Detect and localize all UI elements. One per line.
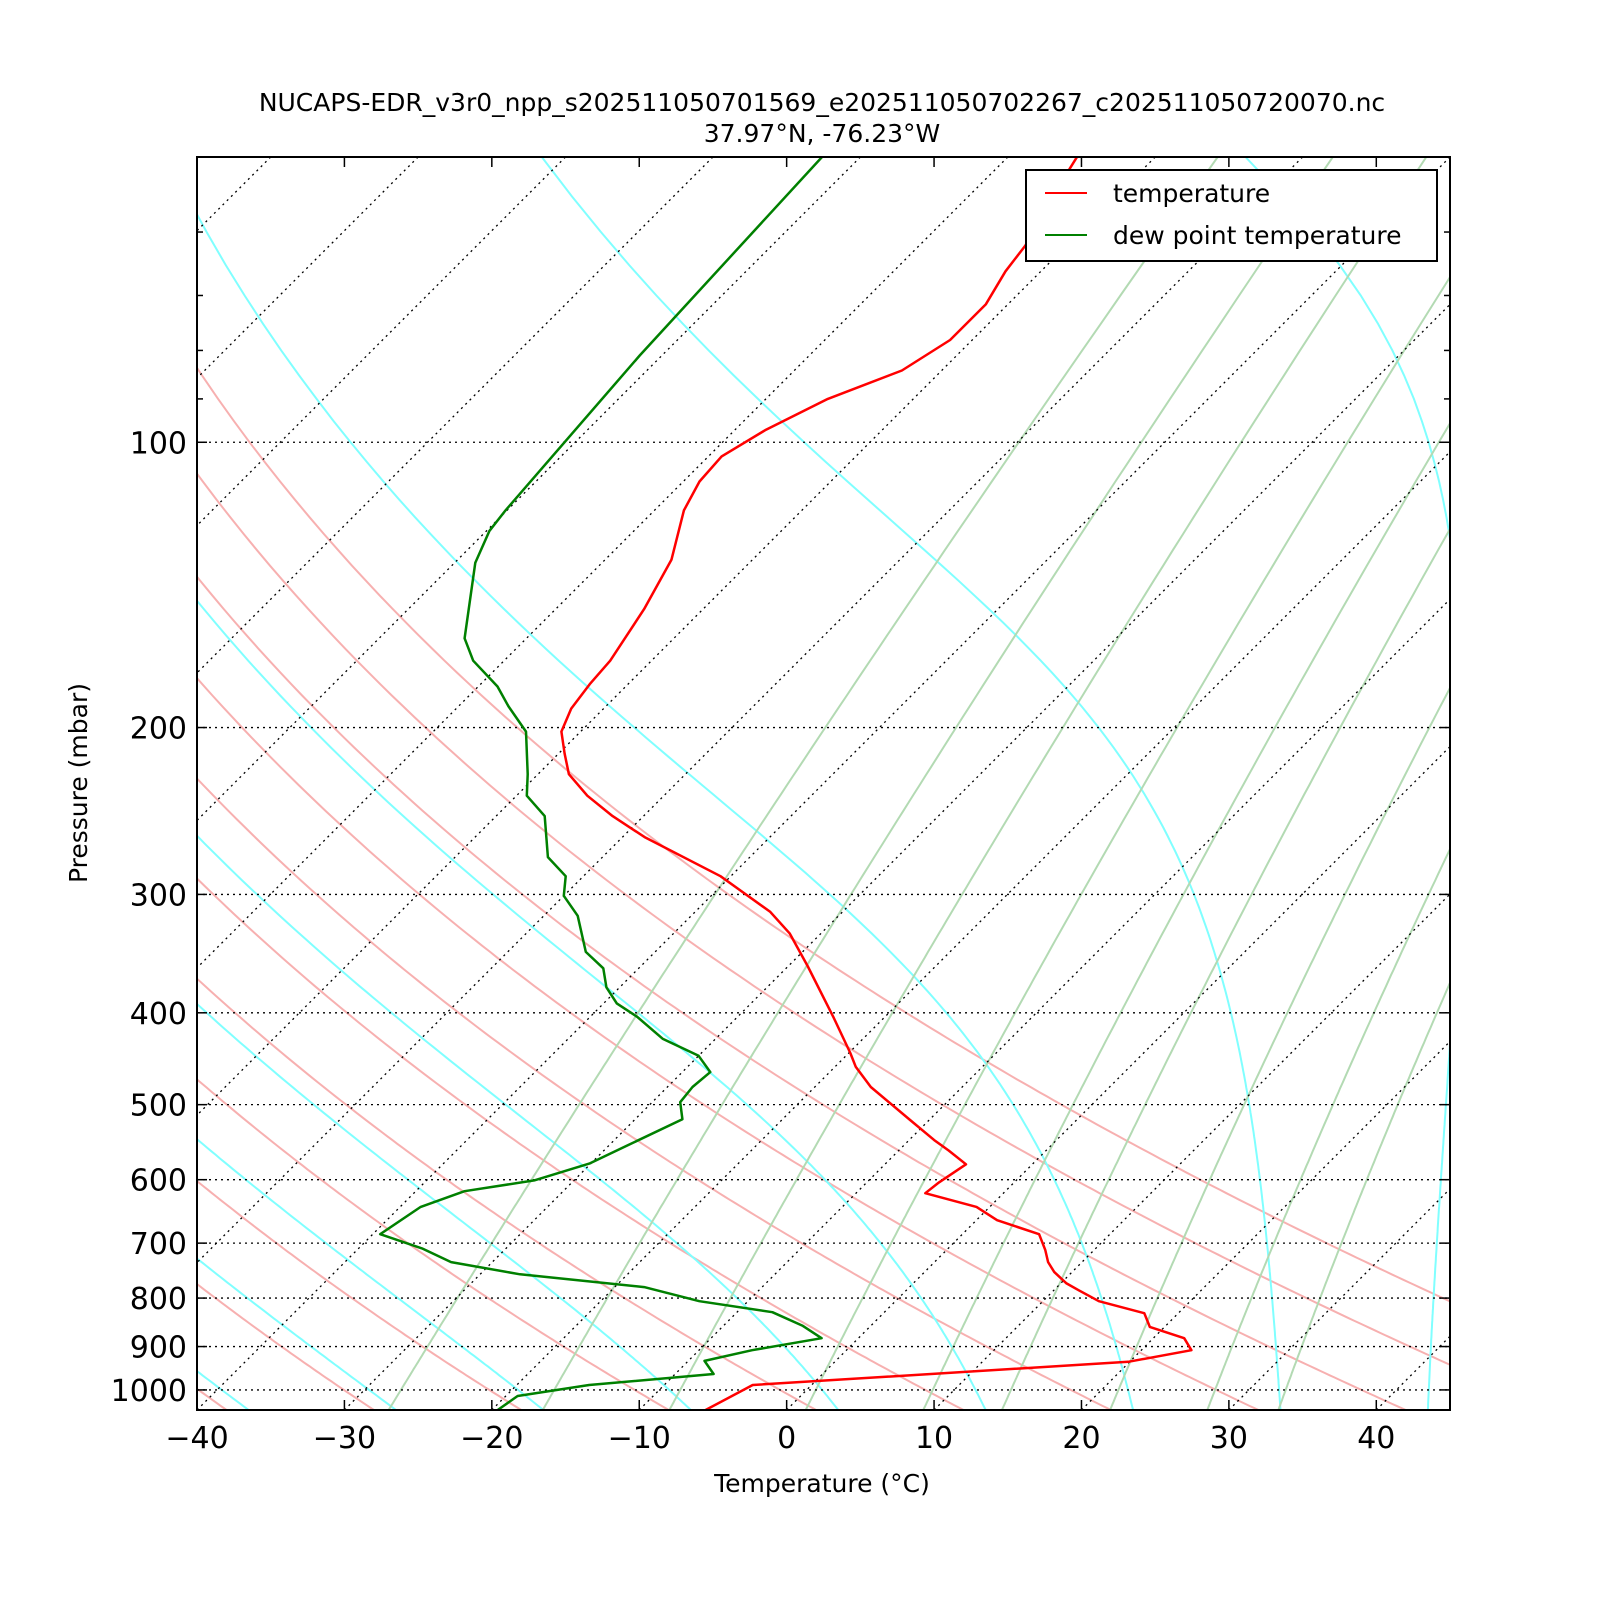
moist-adiabat — [197, 599, 987, 1410]
isotherm-line — [1081, 1040, 1450, 1410]
dry-adiabat — [197, 1387, 228, 1410]
y-tick-label: 600 — [130, 1164, 187, 1199]
x-tick-label: −30 — [313, 1421, 376, 1456]
pressure-gridlines — [197, 441, 1450, 1391]
x-tick-label: 20 — [1062, 1421, 1100, 1456]
chart-title: NUCAPS-EDR_v3r0_npp_s202511050701569_e20… — [259, 88, 1385, 117]
y-tick-label: 700 — [130, 1227, 187, 1262]
isotherm-line — [197, 157, 861, 822]
y-tick-label: 200 — [130, 712, 187, 747]
x-tick-label: 40 — [1357, 1421, 1395, 1456]
y-axis-label: Pressure (mbar) — [64, 683, 93, 883]
mixing-ratio-line — [1109, 685, 1450, 1410]
isotherm-line — [197, 157, 566, 527]
background-lines — [0, 157, 1450, 1410]
mixing-ratio-line — [804, 275, 1450, 1410]
moist-adiabat — [541, 157, 1282, 1410]
x-tick-label: −40 — [165, 1421, 228, 1456]
legend-box — [1025, 169, 1438, 262]
isotherm-line — [197, 157, 1156, 1117]
plot-frame — [196, 156, 1451, 1411]
isotherm-line — [638, 598, 1450, 1410]
mixing-ratio-line — [541, 157, 1334, 1410]
x-tick-label: −10 — [608, 1421, 671, 1456]
mixing-ratio-line — [922, 421, 1450, 1410]
y-tick-label: 100 — [130, 426, 187, 461]
dry-adiabat — [197, 1282, 375, 1410]
moist-adiabat — [197, 1257, 397, 1410]
mixing-ratio-line — [1001, 526, 1450, 1410]
moist-adiabat — [1244, 157, 1450, 1410]
x-axis-label: Temperature (°C) — [713, 1469, 930, 1498]
isotherm-line — [933, 893, 1450, 1410]
legend-label-dewpoint: dew point temperature — [1113, 221, 1402, 250]
moist-adiabat — [197, 1369, 250, 1410]
y-tick-label: 1000 — [111, 1374, 187, 1409]
x-tick-label: 30 — [1210, 1421, 1248, 1456]
legend-label-temperature: temperature — [1113, 179, 1270, 208]
isotherm-line — [1228, 1187, 1450, 1410]
y-tick-label: 300 — [130, 878, 187, 913]
dry-adiabat — [197, 676, 1259, 1410]
dry-adiabat — [197, 471, 1450, 1366]
dry-adiabat — [197, 575, 1407, 1410]
mixing-ratio-line — [668, 157, 1428, 1410]
mixing-ratio-line — [387, 157, 1219, 1410]
dry-adiabat — [197, 1078, 670, 1410]
isotherm-line — [197, 157, 1304, 1264]
moist-adiabat — [197, 1002, 692, 1410]
dry-adiabat — [197, 977, 817, 1410]
isotherm-line — [343, 303, 1450, 1410]
isotherm-line — [491, 450, 1450, 1410]
dry-adiabat — [197, 1179, 522, 1410]
y-tick-label: 800 — [130, 1282, 187, 1317]
moist-adiabat — [197, 834, 839, 1410]
axis-ticks: −40 −30 −20 −10 0 10 20 30 40 100 200 300 400 500 600 7… — [111, 157, 1450, 1456]
dry-adiabat — [197, 365, 1450, 1303]
x-tick-label: −20 — [460, 1421, 523, 1456]
isotherm-line — [786, 745, 1450, 1410]
moist-adiabat — [197, 1137, 545, 1410]
chart-subtitle: 37.97°N, -76.23°W — [704, 119, 940, 148]
legend: temperature dew point temperature — [1025, 169, 1438, 262]
dry-adiabat — [197, 777, 1112, 1410]
mixing-ratio-line — [1277, 980, 1450, 1410]
isotherm-line — [197, 157, 1009, 969]
moist-adiabat — [197, 212, 1135, 1410]
x-tick-label: 0 — [777, 1421, 796, 1456]
y-tick-label: 400 — [130, 997, 187, 1032]
temperature-line — [560, 157, 1193, 1410]
dry-adiabat — [197, 877, 964, 1410]
data-series — [378, 157, 1193, 1410]
dewpoint-line — [378, 157, 823, 1410]
mixing-ratio-line — [1206, 846, 1450, 1410]
y-tick-label: 900 — [130, 1331, 187, 1366]
isotherm-line — [197, 157, 714, 674]
isotherm-line — [0, 157, 123, 1410]
isotherm-line — [197, 157, 1450, 1410]
isotherm-line — [197, 157, 419, 380]
x-tick-label: 10 — [915, 1421, 953, 1456]
y-tick-label: 500 — [130, 1089, 187, 1124]
